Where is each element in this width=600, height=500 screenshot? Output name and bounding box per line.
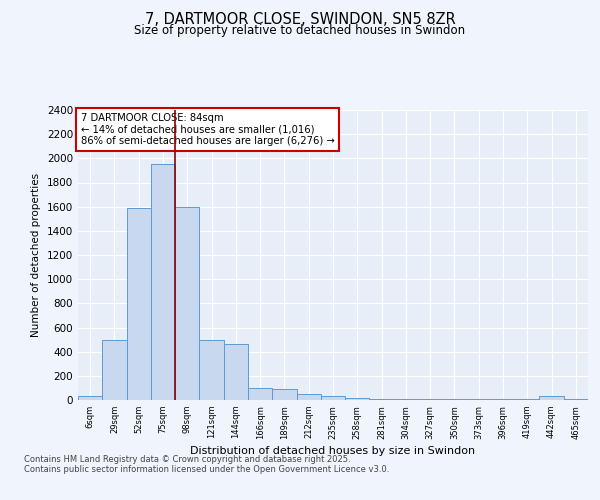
Bar <box>127 208 151 400</box>
X-axis label: Distribution of detached houses by size in Swindon: Distribution of detached houses by size … <box>190 446 476 456</box>
Bar <box>248 388 272 400</box>
Bar <box>321 396 345 400</box>
Bar <box>199 340 224 400</box>
Bar <box>272 389 296 400</box>
Bar <box>370 399 394 400</box>
Bar <box>175 206 199 400</box>
Text: 7, DARTMOOR CLOSE, SWINDON, SN5 8ZR: 7, DARTMOOR CLOSE, SWINDON, SN5 8ZR <box>145 12 455 28</box>
Text: Size of property relative to detached houses in Swindon: Size of property relative to detached ho… <box>134 24 466 37</box>
Bar <box>224 344 248 400</box>
Bar <box>394 399 418 400</box>
Bar <box>151 164 175 400</box>
Bar <box>102 340 127 400</box>
Text: Contains HM Land Registry data © Crown copyright and database right 2025.
Contai: Contains HM Land Registry data © Crown c… <box>24 455 389 474</box>
Bar <box>78 396 102 400</box>
Bar <box>345 398 370 400</box>
Bar <box>539 396 564 400</box>
Y-axis label: Number of detached properties: Number of detached properties <box>31 173 41 337</box>
Text: 7 DARTMOOR CLOSE: 84sqm
← 14% of detached houses are smaller (1,016)
86% of semi: 7 DARTMOOR CLOSE: 84sqm ← 14% of detache… <box>80 113 334 146</box>
Bar <box>296 394 321 400</box>
